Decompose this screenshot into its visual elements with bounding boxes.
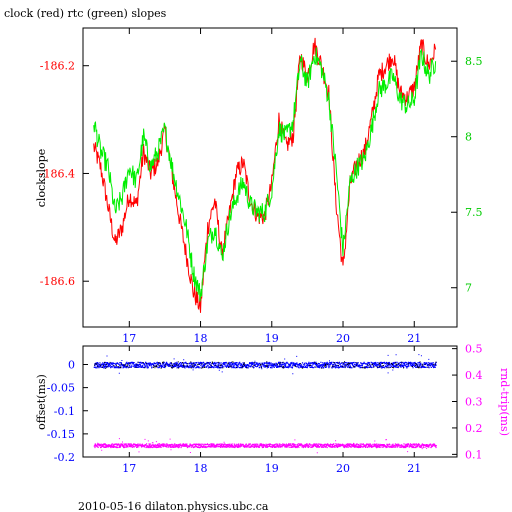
series-band-rnd-trip [93, 438, 437, 454]
offset-y-right-tick-label: 0.4 [465, 369, 483, 382]
slope-plot-frame [82, 27, 458, 328]
offset-y-left-tick-label: -0.2 [54, 451, 75, 464]
series-band-offset [93, 354, 437, 375]
slope-x-tick-label: 17 [122, 332, 136, 345]
slope-axes-group: 17 18 19 20 21 -186.2 -186.4 -186.6 8.5 8 7.5 7 [40, 28, 483, 345]
offset-y-left-tick-label: -0.15 [47, 428, 75, 441]
offset-x-tick-label: 19 [265, 462, 279, 475]
slope-x-tick-label: 20 [336, 332, 350, 345]
series-line-clock [93, 37, 437, 313]
offset-x-tick-label: 20 [336, 462, 350, 475]
offset-series-group [93, 354, 437, 454]
offset-y-left-tick-label: -0.1 [54, 405, 75, 418]
slope-y-right-tick-label: 8 [465, 131, 472, 144]
slope-y-right-tick-label: 8.5 [465, 55, 483, 68]
rndtrip-y-axis-label: rnd-trip(ms) [498, 368, 511, 436]
offset-x-tick-label: 18 [194, 462, 208, 475]
slope-panel: 17 18 19 20 21 -186.2 -186.4 -186.6 8.5 8 7.5 7 clo… [35, 27, 483, 345]
offset-speckle [94, 361, 437, 369]
offset-y-left-tick-label: 0 [68, 359, 75, 372]
slope-x-tick-label: 19 [265, 332, 279, 345]
slope-y-left-tick-label: -186.6 [40, 275, 75, 288]
chart-title: clock (red) rtc (green) slopes [4, 7, 167, 20]
slope-y-left-tick-label: -186.2 [40, 60, 75, 73]
slope-x-tick-label: 21 [407, 332, 421, 345]
series-points-offset [93, 361, 437, 369]
series-line-rtc [93, 47, 437, 302]
offset-y-right-tick-label: 0.1 [465, 448, 483, 461]
offset-y-right-tick-label: 0.3 [465, 396, 483, 409]
series-points-rnd-trip [93, 443, 437, 449]
footer-caption: 2010-05-16 dilaton.physics.ubc.ca [78, 500, 269, 512]
offset-y-axis-label: offset(ms) [35, 374, 48, 430]
offset-x-tick-label: 21 [407, 462, 421, 475]
slope-y-left-tick-label: -186.4 [40, 167, 75, 180]
slope-y-right-tick-label: 7.5 [465, 206, 483, 219]
slope-series-group [93, 37, 437, 313]
slope-y-axis-label: clockslope [35, 149, 48, 207]
slope-y-right-tick-label: 7 [465, 282, 472, 295]
offset-y-right-tick-label: 0.5 [465, 343, 483, 356]
offset-axes-group: 17 18 19 20 21 0 -0.05 -0.1 -0.15 -0.2 0.5 0.4 0.3 0.… [47, 343, 483, 475]
offset-panel: 17 18 19 20 21 0 -0.05 -0.1 -0.15 -0.2 0.5 0.4 0.3 0.… [35, 343, 511, 475]
slope-x-tick-label: 18 [194, 332, 208, 345]
offset-y-right-tick-label: 0.2 [465, 422, 483, 435]
offset-y-left-tick-label: -0.05 [47, 382, 75, 395]
offset-x-tick-label: 17 [122, 462, 136, 475]
